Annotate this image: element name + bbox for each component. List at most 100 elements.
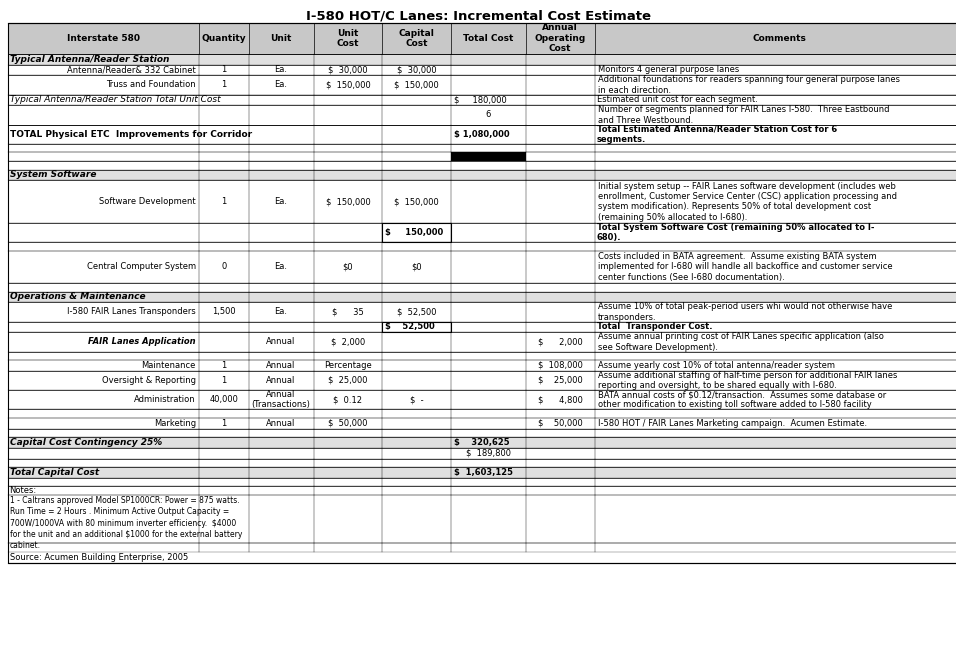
Bar [8, 543, 956, 552]
Text: $  2,000: $ 2,000 [331, 337, 365, 347]
Text: Assume additional staffing of half-time person for additional FAIR lanes
reporti: Assume additional staffing of half-time … [598, 371, 897, 390]
Text: Software Development: Software Development [99, 197, 196, 206]
Text: $    25,000: $ 25,000 [538, 376, 582, 385]
Text: $      35: $ 35 [332, 308, 364, 317]
Text: $  150,000: $ 150,000 [326, 80, 370, 90]
Text: Assume 10% of total peak-period users whi would not otherwise have
transponders.: Assume 10% of total peak-period users wh… [598, 302, 892, 322]
Bar [8, 161, 956, 169]
Text: System Software: System Software [10, 171, 96, 179]
Text: BATA annual costs of $0.12/transaction.  Assumes some database or
other modifica: BATA annual costs of $0.12/transaction. … [598, 390, 886, 410]
Text: Interstate 580: Interstate 580 [67, 34, 140, 43]
Text: Administration: Administration [135, 395, 196, 404]
Bar [8, 105, 956, 125]
Text: Percentage: Percentage [324, 361, 372, 370]
Bar [8, 291, 956, 302]
Bar [8, 495, 956, 543]
Bar [8, 332, 956, 352]
Text: 1,500: 1,500 [212, 308, 235, 317]
Text: I-580 HOT/C Lanes: Incremental Cost Estimate: I-580 HOT/C Lanes: Incremental Cost Esti… [306, 10, 650, 23]
Text: $  30,000: $ 30,000 [328, 66, 368, 75]
Bar [8, 23, 956, 563]
Text: Estimated unit cost for each segment.: Estimated unit cost for each segment. [597, 95, 757, 104]
Text: Unit
Cost: Unit Cost [337, 29, 359, 48]
Bar [382, 321, 451, 332]
Text: Quantity: Quantity [202, 34, 246, 43]
Text: Capital
Cost: Capital Cost [399, 29, 435, 48]
Text: Typical Antenna/Reader Station Total Unit Cost: Typical Antenna/Reader Station Total Uni… [10, 95, 220, 104]
Bar [8, 467, 956, 478]
Bar [8, 437, 956, 448]
Text: $  50,000: $ 50,000 [328, 419, 368, 428]
Text: Capital Cost Contingency 25%: Capital Cost Contingency 25% [10, 438, 162, 447]
Text: Annual
(Transactions): Annual (Transactions) [251, 390, 311, 410]
Text: 1: 1 [221, 66, 227, 75]
Text: Total  Transponder Cost.: Total Transponder Cost. [597, 323, 712, 332]
Bar [8, 75, 956, 95]
Bar [8, 552, 956, 563]
Bar [8, 371, 956, 390]
Text: Marketing: Marketing [154, 419, 196, 428]
Text: $  0.12: $ 0.12 [334, 395, 362, 404]
Text: Typical Antenna/Reader Station: Typical Antenna/Reader Station [10, 55, 169, 64]
Text: $     180,000: $ 180,000 [454, 95, 507, 104]
Text: Ea.: Ea. [274, 66, 288, 75]
Text: Annual
Operating
Cost: Annual Operating Cost [534, 23, 586, 53]
Text: Total Estimated Antenna/Reader Station Cost for 6
segments.: Total Estimated Antenna/Reader Station C… [597, 125, 836, 144]
Text: $  1,603,125: $ 1,603,125 [454, 468, 513, 477]
Text: 40,000: 40,000 [209, 395, 238, 404]
Text: $  -: $ - [410, 395, 424, 404]
Text: Assume yearly cost 10% of total antenna/reader system: Assume yearly cost 10% of total antenna/… [598, 361, 835, 370]
Text: $  150,000: $ 150,000 [395, 80, 439, 90]
Text: $  150,000: $ 150,000 [395, 197, 439, 206]
Text: 1: 1 [221, 197, 227, 206]
Text: Annual: Annual [267, 337, 295, 347]
Bar [8, 169, 956, 180]
Bar [8, 223, 956, 242]
Text: $    50,000: $ 50,000 [538, 419, 582, 428]
Text: Number of segments planned for FAIR Lanes I-580.  Three Eastbound
and Three West: Number of segments planned for FAIR Lane… [598, 105, 889, 125]
Text: 0: 0 [221, 262, 227, 271]
Text: Source: Acumen Building Enterprise, 2005: Source: Acumen Building Enterprise, 2005 [10, 553, 187, 561]
Bar [8, 54, 956, 65]
Text: Costs included in BATA agreement.  Assume existing BATA system
implemented for I: Costs included in BATA agreement. Assume… [598, 252, 892, 282]
Text: Total Cost: Total Cost [464, 34, 513, 43]
Bar [8, 428, 956, 437]
Bar [8, 251, 956, 283]
Text: Operations & Maintenance: Operations & Maintenance [10, 293, 145, 301]
Text: $  189,800: $ 189,800 [466, 449, 511, 458]
Bar [8, 95, 956, 105]
Text: $      2,000: $ 2,000 [538, 337, 582, 347]
Bar [8, 448, 956, 459]
Text: Additional foundations for readers spanning four general purpose lanes
in each d: Additional foundations for readers spann… [598, 75, 900, 95]
Text: $0: $0 [342, 262, 354, 271]
Text: $  25,000: $ 25,000 [328, 376, 368, 385]
Text: Annual: Annual [267, 361, 295, 370]
Text: 1: 1 [221, 419, 227, 428]
Bar [8, 283, 956, 291]
Text: Total Capital Cost: Total Capital Cost [10, 468, 98, 477]
Text: 1: 1 [221, 376, 227, 385]
Text: I-580 HOT / FAIR Lanes Marketing campaign.  Acumen Estimate.: I-580 HOT / FAIR Lanes Marketing campaig… [598, 419, 867, 428]
Text: Ea.: Ea. [274, 197, 288, 206]
Text: Antenna/Reader& 332 Cabinet: Antenna/Reader& 332 Cabinet [67, 66, 196, 75]
Text: $    320,625: $ 320,625 [454, 438, 510, 447]
Bar [8, 352, 956, 360]
Text: TOTAL Physical ETC  Improvements for Corridor: TOTAL Physical ETC Improvements for Corr… [10, 130, 251, 139]
Text: Unit: Unit [271, 34, 292, 43]
Text: Initial system setup -- FAIR Lanes software development (includes web
enrollment: Initial system setup -- FAIR Lanes softw… [598, 182, 897, 222]
Bar [8, 65, 956, 75]
Bar [8, 144, 956, 153]
Text: I-580 FAIR Lanes Transponders: I-580 FAIR Lanes Transponders [67, 308, 196, 317]
Bar [8, 125, 956, 144]
Text: Assume annual printing cost of FAIR Lanes specific application (also
see Softwar: Assume annual printing cost of FAIR Lane… [598, 332, 883, 352]
Text: 1: 1 [221, 361, 227, 370]
Text: $      4,800: $ 4,800 [538, 395, 582, 404]
Bar [8, 23, 956, 54]
Bar [382, 223, 451, 242]
Text: FAIR Lanes Application: FAIR Lanes Application [88, 337, 196, 347]
Bar [8, 360, 956, 371]
Text: $  108,000: $ 108,000 [538, 361, 582, 370]
Bar [8, 180, 956, 223]
Bar [8, 459, 956, 467]
Bar [8, 418, 956, 428]
